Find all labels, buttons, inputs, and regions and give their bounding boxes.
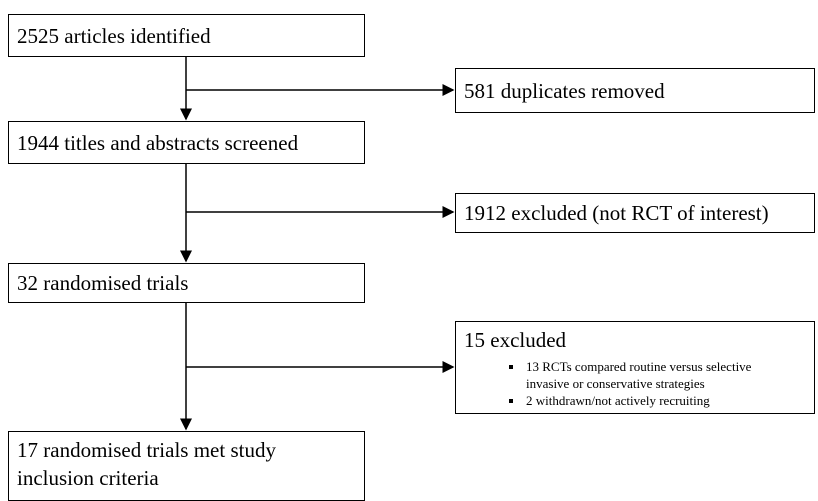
step-text: inclusion criteria <box>17 466 159 490</box>
exclusion-box: 581 duplicates removed <box>455 68 815 113</box>
step-box: 17 randomised trials met study inclusion… <box>8 431 365 501</box>
step-text: 17 randomised trials met study <box>17 438 276 462</box>
step-box: 2525 articles identified <box>8 14 365 57</box>
exclusion-text: 15 excluded <box>464 328 567 352</box>
exclusion-box: 1912 excluded (not RCT of interest) <box>455 193 815 233</box>
exclusion-text: 1912 excluded (not RCT of interest) <box>464 201 769 225</box>
step-box: 1944 titles and abstracts screened <box>8 121 365 164</box>
reason-list: 13 RCTs compared routine versus selectiv… <box>464 358 806 409</box>
step-text: 1944 titles and abstracts screened <box>17 130 299 155</box>
step-text: 32 randomised trials <box>17 271 189 295</box>
exclusion-box: 15 excluded 13 RCTs compared routine ver… <box>455 321 815 414</box>
step-text: 2525 articles identified <box>17 23 211 48</box>
exclusion-text: 581 duplicates removed <box>464 78 665 103</box>
step-box: 32 randomised trials <box>8 263 365 303</box>
reason: 13 RCTs compared routine versus selectiv… <box>524 358 766 392</box>
reason: 2 withdrawn/not actively recruiting <box>524 392 806 409</box>
